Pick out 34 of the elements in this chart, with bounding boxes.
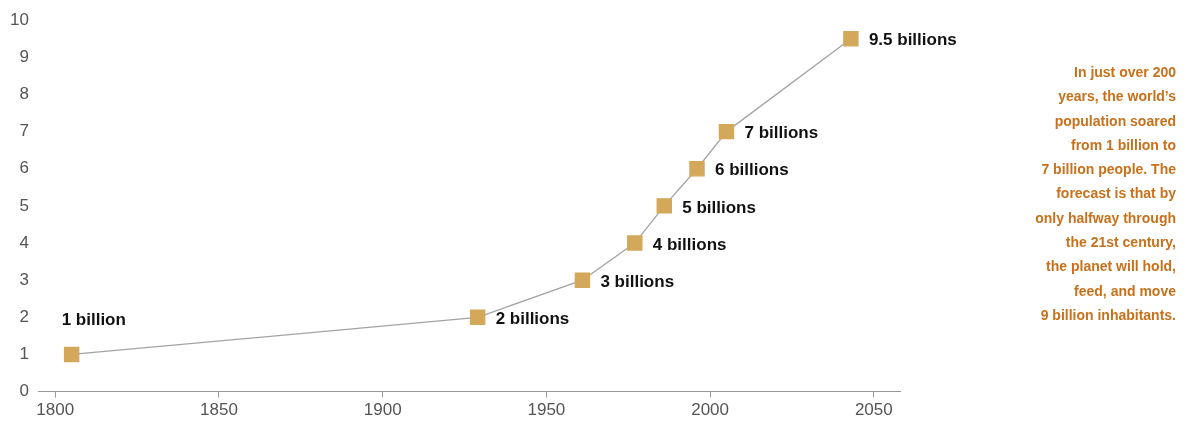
data-label: 7 billions [744,123,819,143]
y-tick-label: 8 [19,84,29,104]
point [656,198,672,214]
point [63,346,80,363]
x-tick-label: 1950 [527,400,566,420]
y-tick-label: 2 [19,307,29,327]
text: In just over 200 years, the world’s population soared from 1 billion to 7 billion people. The forecast is that by only halfway through the 21st century, the planet will hold, feed, and move 9 billion inhabitants. [1035,64,1176,323]
point [843,31,859,47]
x-tick-label: 1850 [200,400,238,420]
point [627,235,643,251]
y-tick-label: 0 [19,381,29,401]
point [689,161,705,177]
y-tick-label: 1 [19,344,29,364]
y-tick-label: 5 [19,195,29,215]
y-tick-label: 9 [19,47,29,67]
x-tick-label: 1800 [36,400,75,420]
x-tick-label: 2050 [854,400,893,420]
data-label: 3 billions [600,271,675,291]
data-label: 4 billions [652,234,727,254]
x-tick-label: 2000 [691,400,730,420]
y-tick-label: 6 [19,158,29,178]
data-label: 5 billions [682,197,756,217]
x-tick-label: 1900 [363,400,402,420]
data-label: 6 billions [715,160,789,180]
data-label: 1 billion [61,310,126,330]
y-tick-label: 4 [19,232,29,252]
y-tick-label: 3 [19,269,29,289]
data-label: 2 billions [495,309,570,329]
data-label: 9.5 billions [868,30,957,50]
point [469,309,486,326]
y-tick-label: 10 [9,9,29,29]
point [718,123,735,140]
point [574,272,591,288]
y-tick-label: 7 [19,121,29,141]
